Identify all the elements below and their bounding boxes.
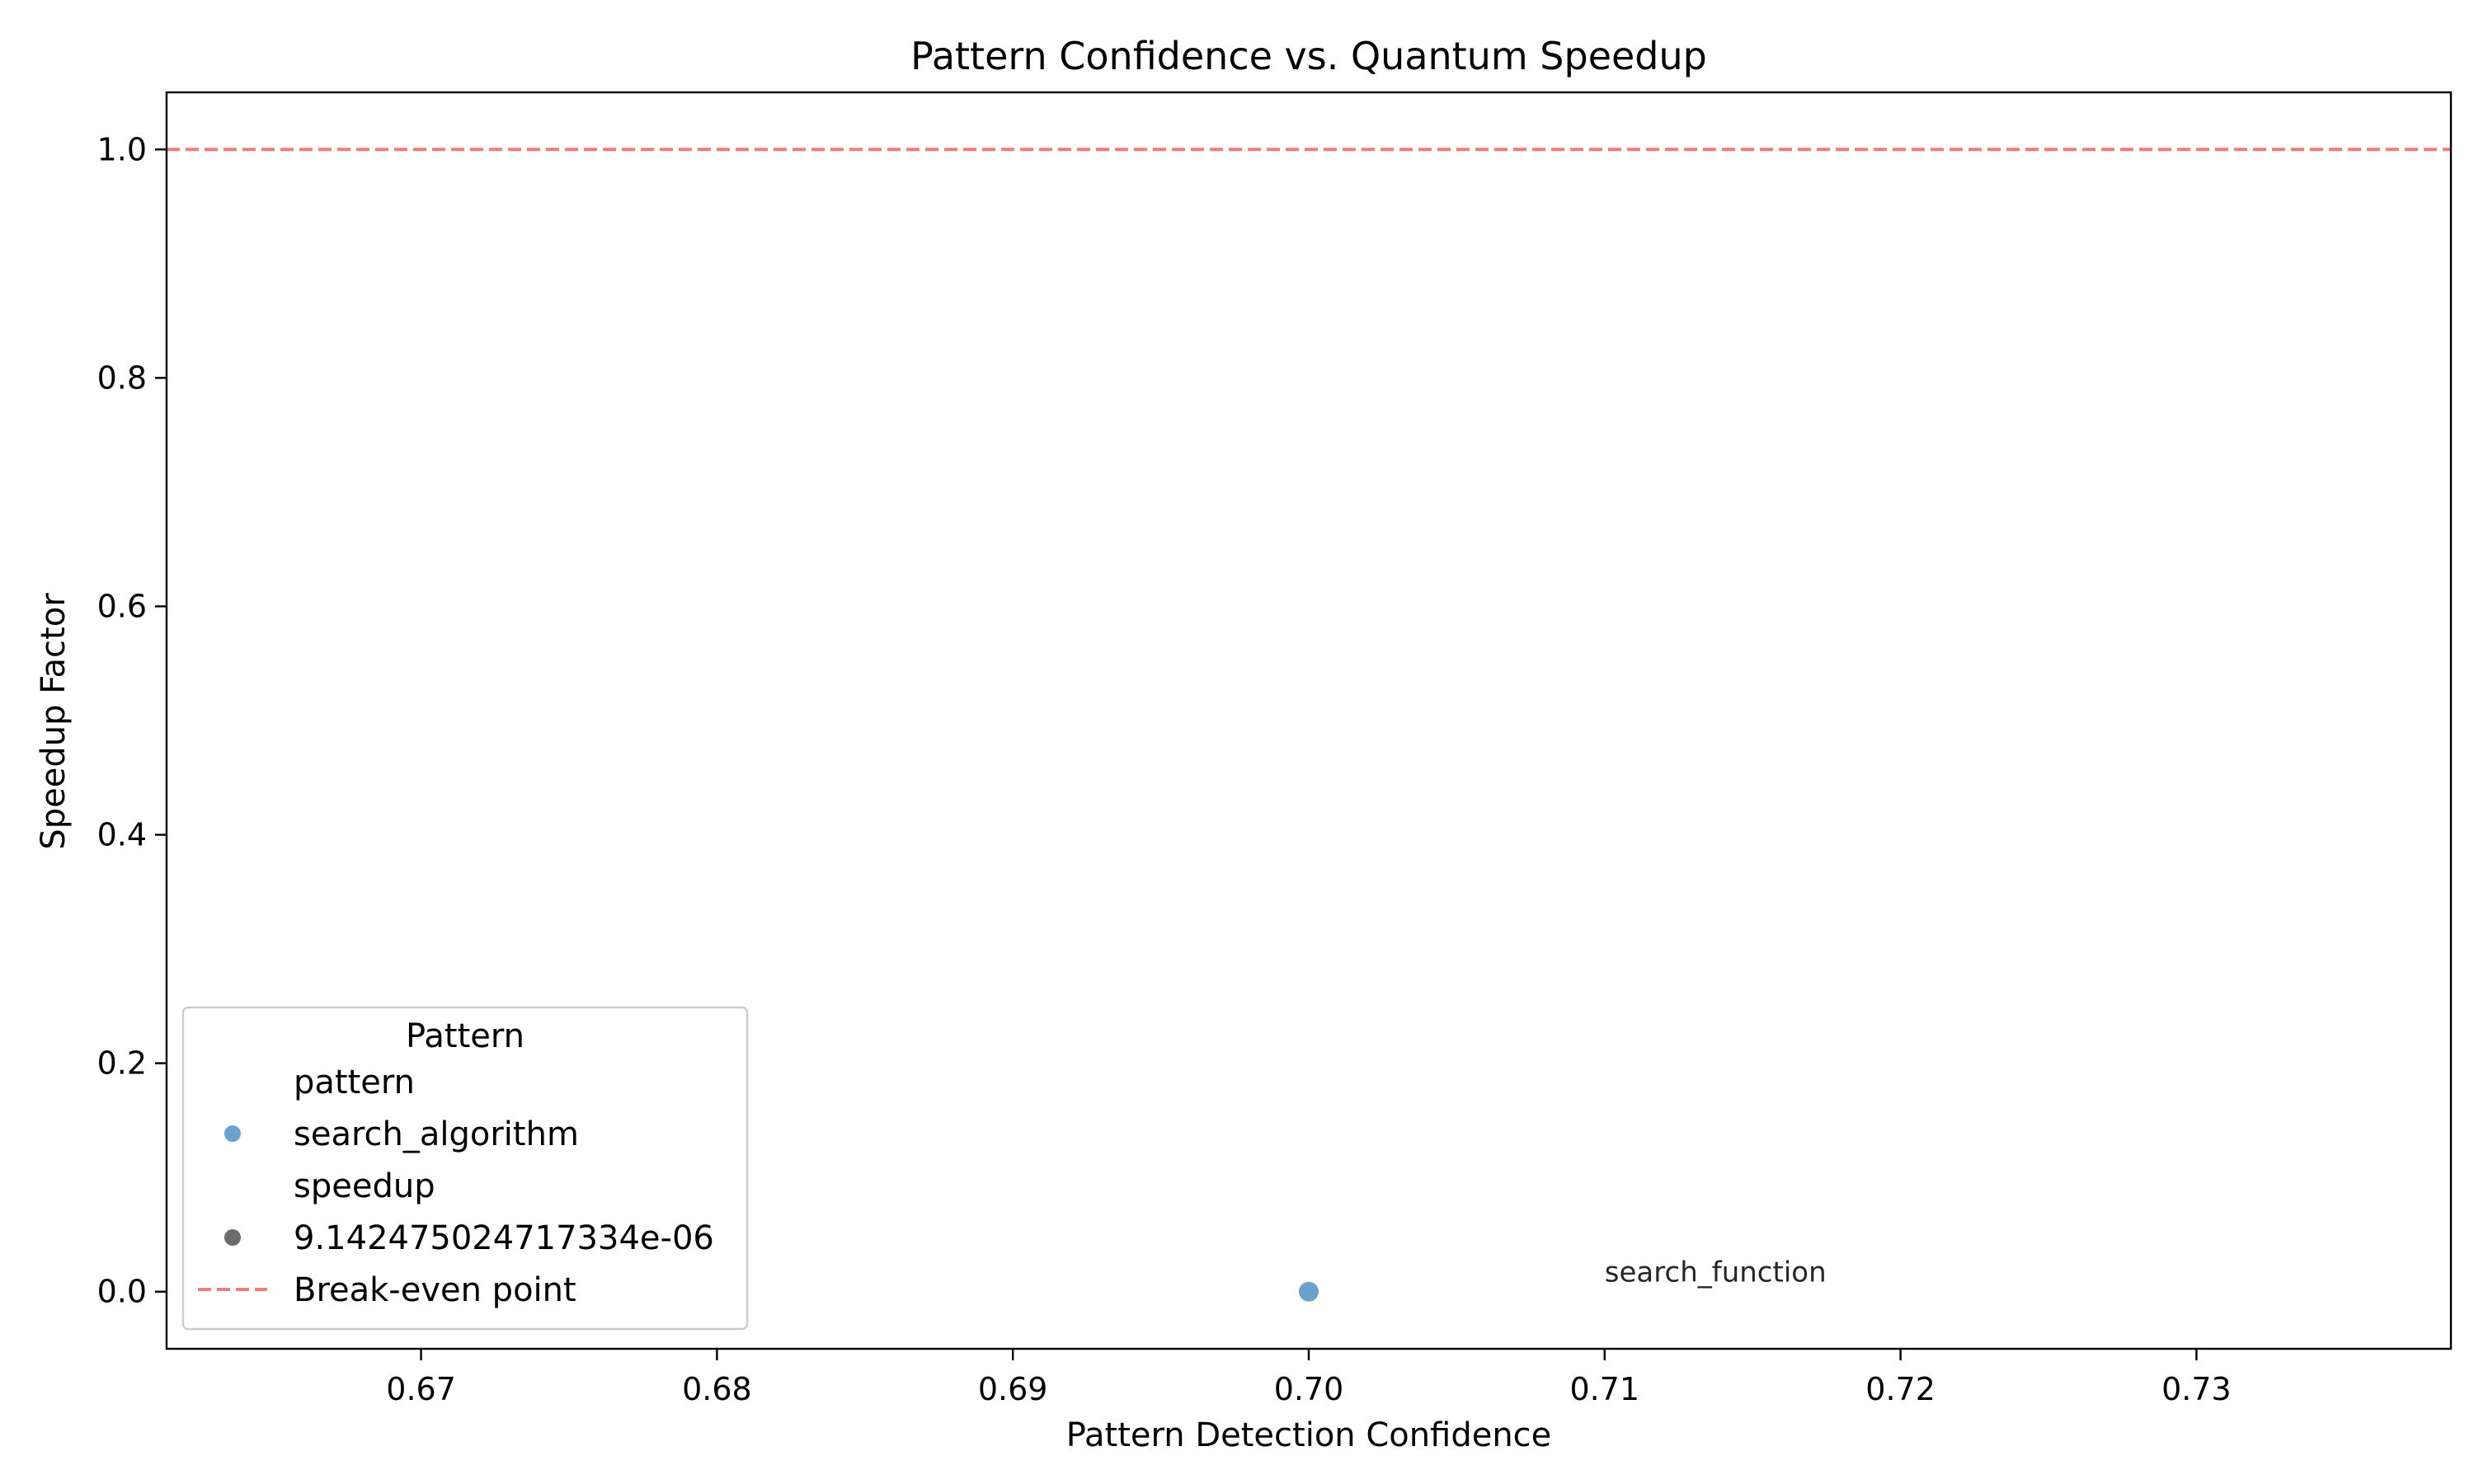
legend-entry-label: search_algorithm [294, 1115, 579, 1153]
legend-entry-label: Break-even point [294, 1271, 576, 1309]
x-tick-label: 0.69 [978, 1371, 1048, 1407]
x-tick-label: 0.73 [2161, 1371, 2232, 1407]
point-annotation: search_function [1605, 1256, 1827, 1289]
x-axis-label: Pattern Detection Confidence [1066, 1416, 1552, 1454]
x-tick-label: 0.72 [1865, 1371, 1935, 1407]
y-axis: 0.0 0.2 0.4 0.6 0.8 1.0 [97, 131, 167, 1310]
legend-marker [224, 1125, 241, 1142]
legend-box [181, 1006, 749, 1331]
y-tick-label: 0.8 [97, 359, 147, 396]
y-tick-label: 0.2 [97, 1045, 147, 1082]
legend-group-header: speedup [294, 1167, 435, 1205]
x-axis: 0.67 0.68 0.69 0.70 0.71 0.72 0.73 [386, 1349, 2232, 1407]
x-tick-label: 0.70 [1274, 1371, 1344, 1407]
legend-title: Pattern [406, 1017, 524, 1055]
x-tick-label: 0.71 [1570, 1371, 1640, 1407]
y-tick-label: 1.0 [97, 131, 147, 167]
data-point [1299, 1281, 1319, 1302]
chart-title: Pattern Confidence vs. Quantum Speedup [910, 34, 1707, 78]
points-layer [1299, 1281, 1319, 1302]
y-tick-label: 0.4 [97, 817, 147, 853]
annotation-layer: search_function [1605, 1256, 1827, 1289]
legend-group-header: pattern [294, 1064, 415, 1101]
legend-marker [224, 1229, 241, 1246]
y-tick-label: 0.6 [97, 588, 147, 624]
x-tick-label: 0.67 [386, 1371, 456, 1407]
y-tick-label: 0.0 [97, 1274, 147, 1310]
x-tick-label: 0.68 [682, 1371, 752, 1407]
legend-entry-label: 9.142475024717334e-06 [294, 1219, 714, 1257]
y-axis-label: Speedup Factor [35, 593, 73, 850]
